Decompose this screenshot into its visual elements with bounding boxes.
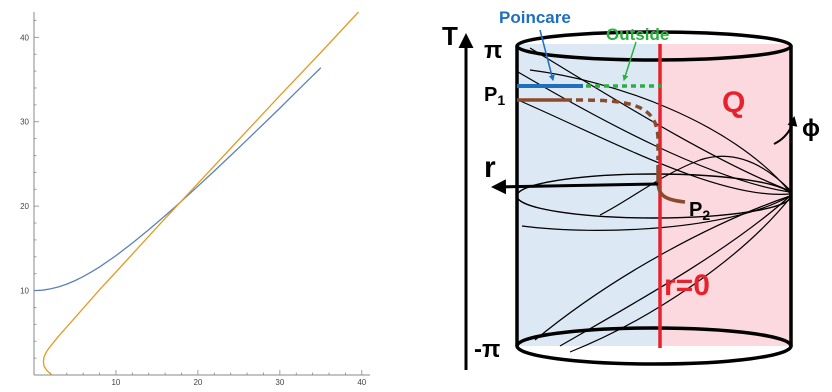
- cylinder-bottom-rim: [515, 326, 793, 366]
- poincare-label: Poincare: [499, 8, 571, 27]
- r-arrow: [491, 179, 659, 195]
- brown-dashed-segment: [575, 98, 660, 160]
- p1-subscript: 1: [497, 92, 505, 108]
- plot-canvas: 10 20 30 40 10 20 30 40: [20, 11, 370, 387]
- geodesic-6: [534, 195, 791, 341]
- y-tick-label: 40: [20, 33, 29, 42]
- plot-series: [33, 11, 359, 376]
- blue-region: [518, 44, 660, 346]
- series-line-2: [42, 11, 359, 376]
- y-tick-label: 20: [20, 202, 29, 211]
- x-tick-label: 40: [357, 378, 366, 387]
- p1-letter: P: [484, 84, 497, 106]
- brown-solid-segment-2: [656, 165, 686, 204]
- phi-arrow: [773, 116, 798, 145]
- y-tick-label: 10: [20, 287, 29, 296]
- geodesic-9: [599, 155, 791, 216]
- x-tick-label: 20: [193, 378, 202, 387]
- geodesic-7: [559, 195, 791, 347]
- t-axis-label: T: [442, 21, 458, 51]
- r-label: r: [484, 151, 496, 184]
- p2-label: P2: [689, 199, 710, 223]
- p1-label: P1: [484, 84, 505, 108]
- geodesic-8: [569, 197, 791, 353]
- diagram-canvas: T π -π Poincare Outside P1 P2 Q ϕ r r=0: [442, 8, 820, 370]
- x-tick-label: 30: [275, 378, 284, 387]
- cylinder-middle-slice: [516, 173, 792, 219]
- series-line-1: [33, 67, 322, 292]
- geodesic-4: [517, 99, 791, 196]
- pi-top-label: π: [484, 37, 502, 64]
- outside-pointer: [622, 41, 637, 82]
- outside-label: Outside: [606, 25, 669, 44]
- ads-cylinder-diagram: T π -π Poincare Outside P1 P2 Q ϕ r r=0: [400, 0, 832, 387]
- geodesic-5: [521, 195, 791, 231]
- plot-tick-labels: 10 20 30 40 10 20 30 40: [20, 33, 367, 387]
- parametric-plot: 10 20 30 40 10 20 30 40: [0, 0, 400, 387]
- geodesic-2: [517, 71, 791, 193]
- poincare-pointer: [539, 29, 555, 82]
- pi-bottom-label: -π: [474, 336, 500, 363]
- q-label: Q: [722, 86, 745, 119]
- plot-axes: [33, 12, 370, 376]
- geodesic-3: [529, 69, 791, 193]
- p2-subscript: 2: [702, 207, 710, 223]
- phi-label: ϕ: [802, 115, 820, 142]
- p2-letter: P: [689, 199, 702, 221]
- y-tick-label: 30: [20, 118, 29, 127]
- r-zero-label: r=0: [664, 269, 710, 302]
- x-tick-label: 10: [111, 378, 120, 387]
